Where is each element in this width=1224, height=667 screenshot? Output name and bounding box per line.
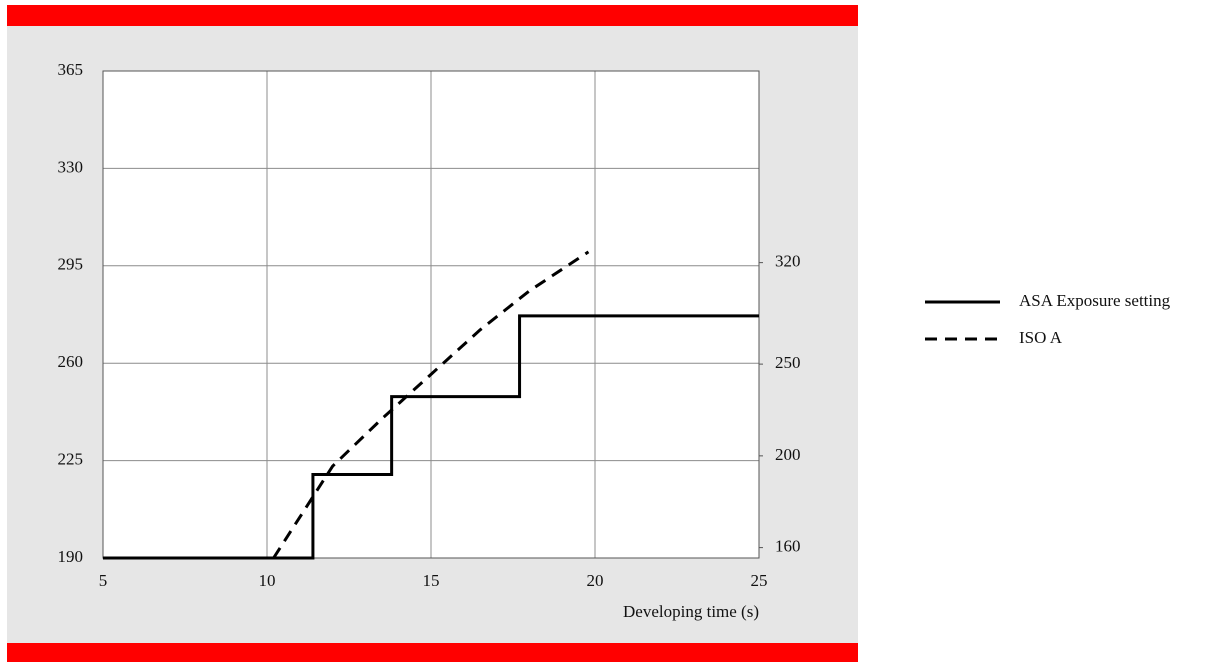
x-tick-label: 5 xyxy=(99,571,108,590)
y-tick-label: 330 xyxy=(58,157,84,176)
y2-tick-label: 160 xyxy=(775,536,801,555)
legend-label: ASA Exposure setting xyxy=(1019,291,1171,310)
y2-tick-label: 320 xyxy=(775,252,801,271)
x-tick-label: 25 xyxy=(751,571,768,590)
x-tick-label: 20 xyxy=(587,571,604,590)
series-line xyxy=(272,250,590,559)
y2-tick-label: 250 xyxy=(775,353,801,372)
y2-tick-label: 200 xyxy=(775,445,801,464)
top-bar xyxy=(7,5,858,26)
x-tick-label: 15 xyxy=(423,571,440,590)
y-tick-label: 295 xyxy=(58,255,84,274)
y-tick-label: 190 xyxy=(58,547,84,566)
legend-label: ISO A xyxy=(1019,328,1063,347)
series-line xyxy=(103,314,759,560)
bottom-bar xyxy=(7,643,858,662)
y-tick-label: 260 xyxy=(58,352,84,371)
x-tick-label: 10 xyxy=(259,571,276,590)
y-tick-label: 225 xyxy=(58,450,84,469)
y-tick-label: 365 xyxy=(58,60,84,79)
x-axis-label: Developing time (s) xyxy=(623,602,759,621)
